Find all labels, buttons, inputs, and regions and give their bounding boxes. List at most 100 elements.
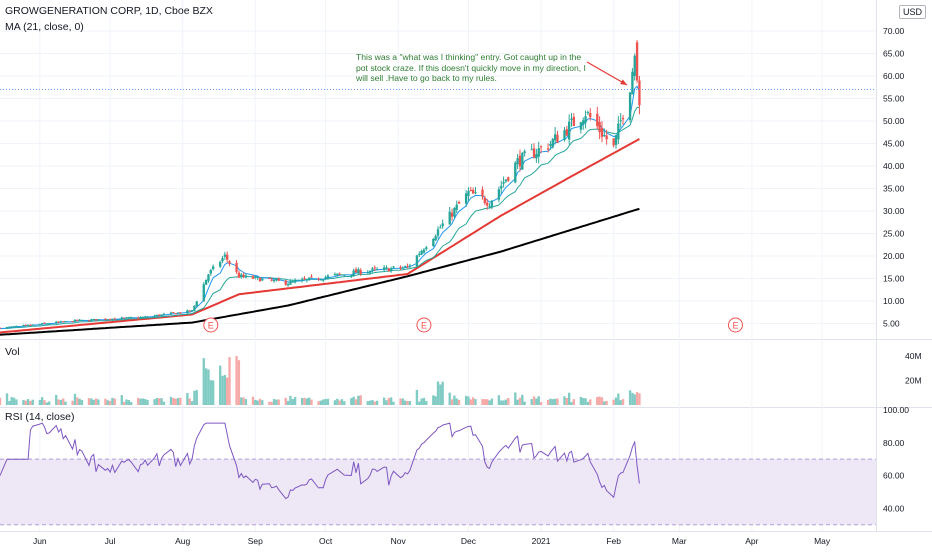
- candle-body: [141, 316, 145, 318]
- candle-body: [343, 274, 346, 276]
- volume-bar: [64, 401, 67, 405]
- price-candle: [589, 108, 592, 121]
- price-candle: [521, 151, 524, 170]
- volume-bar: [504, 399, 508, 405]
- price-candle: [389, 266, 393, 273]
- candle-body: [15, 325, 18, 327]
- candle-body: [12, 326, 16, 328]
- currency-button[interactable]: USD: [898, 5, 926, 19]
- volume-bar: [141, 398, 145, 405]
- price-candle: [448, 206, 451, 225]
- volume-bar: [635, 392, 639, 405]
- ma-slow-line: [0, 207, 640, 336]
- volume-bar: [221, 375, 224, 405]
- price-candle: [207, 273, 210, 283]
- price-candle: [228, 260, 231, 267]
- candle-body: [507, 177, 510, 181]
- candle-body: [8, 326, 11, 328]
- price-candle: [434, 234, 437, 241]
- volume-bar: [500, 400, 503, 405]
- volume-bar: [317, 401, 320, 405]
- candle-body: [64, 320, 67, 322]
- time-tick-label: Aug: [175, 536, 190, 546]
- volume-bar: [488, 400, 491, 405]
- volume-bar: [619, 400, 622, 405]
- price-candle: [40, 322, 44, 325]
- price-candle: [22, 324, 25, 327]
- price-candle: [350, 274, 353, 279]
- volume-bar: [223, 374, 227, 405]
- price-candle: [439, 224, 442, 229]
- volume-bar: [572, 399, 576, 405]
- candle-body: [300, 279, 304, 281]
- price-candle: [631, 68, 634, 95]
- candle-body: [125, 317, 128, 319]
- candle-body: [553, 134, 557, 141]
- candle-body: [45, 323, 49, 325]
- candle-body: [565, 129, 568, 136]
- price-candle: [619, 113, 622, 128]
- candle-body: [204, 279, 208, 285]
- price-candle: [94, 319, 98, 322]
- candle-body: [375, 269, 379, 271]
- price-tick-label: 30.00: [883, 206, 905, 216]
- volume-bar: [284, 397, 287, 405]
- candle-body: [467, 191, 470, 197]
- price-candle: [219, 260, 222, 269]
- candle-body: [221, 258, 224, 262]
- price-candle: [78, 318, 81, 322]
- earnings-circle: [416, 317, 432, 333]
- candle-body: [94, 319, 98, 321]
- volume-bar: [537, 396, 540, 405]
- candle-body: [38, 323, 41, 325]
- candle-body: [338, 273, 341, 275]
- volume-bar: [415, 389, 419, 405]
- candle-body: [127, 317, 130, 319]
- price-candle: [518, 149, 522, 172]
- price-candle: [92, 318, 95, 321]
- price-candle: [366, 270, 369, 274]
- volume-bar: [399, 398, 402, 405]
- candle-body: [535, 154, 538, 159]
- candle-body: [261, 278, 264, 281]
- candle-body: [31, 324, 34, 326]
- candle-body: [500, 185, 503, 189]
- candle-body: [244, 275, 248, 278]
- volume-bar: [235, 355, 238, 405]
- volume-bar: [551, 399, 554, 405]
- candle-body: [139, 317, 142, 319]
- volume-bar: [24, 400, 27, 405]
- candle-body: [162, 313, 166, 315]
- candle-body: [439, 227, 442, 229]
- candle-body: [600, 128, 604, 137]
- volume-bar: [160, 398, 163, 405]
- price-candle: [584, 110, 587, 129]
- price-candle: [488, 203, 491, 209]
- volume-bar: [94, 398, 98, 405]
- price-candle: [108, 318, 112, 321]
- candle-body: [532, 148, 536, 158]
- price-candle: [556, 130, 559, 143]
- candle-body: [104, 318, 107, 320]
- candle-body: [137, 317, 140, 319]
- candle-body: [57, 321, 60, 323]
- price-candle: [113, 317, 116, 320]
- price-candle: [286, 282, 290, 287]
- volume-bar: [352, 396, 355, 405]
- volume-bar: [111, 397, 114, 405]
- candle-body: [546, 148, 550, 150]
- price-candle: [221, 256, 224, 264]
- price-candle: [240, 272, 243, 279]
- volume-bar: [439, 384, 442, 405]
- candle-body: [188, 310, 191, 312]
- candle-body: [450, 212, 454, 217]
- volume-bar: [455, 398, 458, 405]
- candle-body: [113, 318, 116, 320]
- candle-body: [596, 113, 599, 127]
- volume-bar: [584, 398, 587, 405]
- price-candle: [474, 186, 477, 195]
- candle-body: [582, 120, 585, 125]
- candle-body: [76, 319, 79, 321]
- symbol-title: GROWGENERATION CORP, 1D, Cboe BZX: [5, 5, 213, 17]
